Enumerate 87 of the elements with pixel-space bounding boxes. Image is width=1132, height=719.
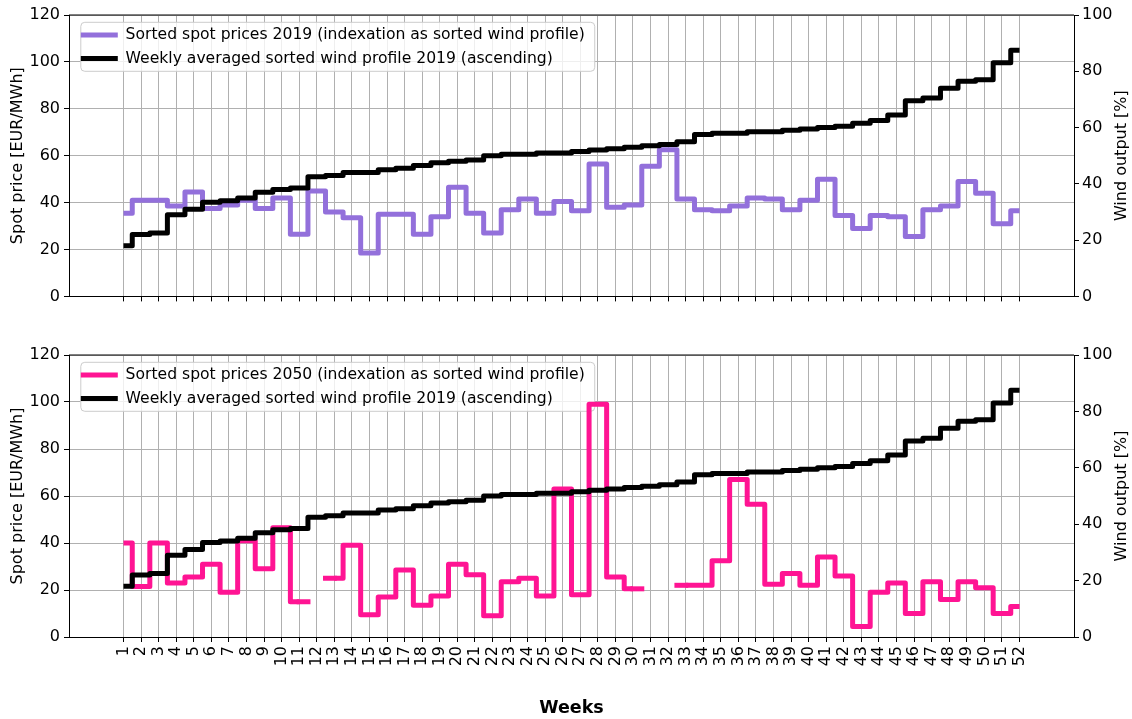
y-tick-label: 120 [29,4,60,24]
y-axis-title: Spot price [EUR/MWh] [6,407,26,585]
x-tick-label: 49 [955,646,975,667]
x-tick-label: 43 [850,646,870,667]
x-tick-label: 16 [376,646,396,667]
y-tick-label: 100 [29,391,60,411]
legend-label: Sorted spot prices 2050 (indexation as sorted wind profile) [125,365,585,384]
x-tick-label: 34 [692,646,712,667]
y2-tick-label: 40 [1082,173,1103,192]
y2-tick-label: 20 [1082,569,1103,589]
x-tick-label: 39 [780,646,800,667]
y-tick-label: 20 [39,579,60,599]
x-tick-label: 18 [411,646,431,667]
x-tick-label: 2 [130,646,150,657]
y-tick-label: 60 [39,485,60,505]
x-tick-label: 4 [165,646,185,657]
x-tick-label: 9 [253,646,273,657]
x-tick-label: 41 [815,646,835,667]
legend-label: Weekly averaged sorted wind profile 2019 (ascending) [125,388,553,407]
x-tick-label: 6 [200,646,220,657]
x-tick-label: 32 [657,646,677,667]
x-tick-label: 48 [938,646,958,667]
x-tick-label: 3 [147,646,167,657]
y2-axis-title: Wind output [%] [1111,430,1131,562]
y2-tick-label: 0 [1082,626,1093,646]
x-tick-label: 8 [235,646,255,657]
legend-label: Weekly averaged sorted wind profile 2019 (ascending) [125,48,553,67]
x-tick-label: 27 [569,646,589,667]
x-tick-label: 29 [604,646,624,667]
x-tick-label: 11 [288,646,308,667]
x-tick-label: 40 [797,646,817,667]
x-tick-label: 15 [358,646,378,667]
y2-tick-label: 60 [1082,116,1103,136]
x-tick-label: 36 [727,646,747,667]
y2-tick-label: 60 [1082,456,1103,476]
y-tick-label: 0 [49,626,60,646]
x-tick-label: 37 [745,646,765,667]
x-tick-label: 31 [639,646,659,667]
x-tick-label: 13 [323,646,343,667]
x-tick-label: 21 [464,646,484,667]
x-tick-label: 10 [270,646,290,667]
x-tick-label: 33 [674,646,694,667]
x-axis-title: Weeks [539,697,604,718]
x-tick-label: 47 [920,646,940,667]
y-tick-label: 120 [29,344,60,364]
x-tick-label: 23 [499,646,519,667]
x-tick-label: 17 [393,646,413,667]
x-tick-label: 50 [973,646,993,667]
x-tick-label: 12 [305,646,325,667]
x-tick-label: 30 [622,646,642,667]
x-tick-label: 20 [446,646,466,667]
y-tick-label: 60 [39,144,60,164]
x-tick-label: 28 [587,646,607,667]
y2-tick-label: 20 [1082,229,1103,249]
x-tick-label: 25 [534,646,554,667]
x-tick-label: 42 [832,646,852,667]
x-tick-label: 38 [762,646,782,667]
x-tick-label: 46 [903,646,923,667]
y-axis-title: Spot price [EUR/MWh] [6,67,26,245]
y-tick-label: 80 [39,97,60,117]
x-tick-label: 35 [710,646,729,667]
x-tick-label: 5 [182,646,202,657]
y2-tick-label: 100 [1082,4,1113,24]
y2-tick-label: 40 [1082,513,1103,533]
y-tick-label: 0 [49,285,60,305]
y2-tick-label: 80 [1082,400,1103,420]
x-tick-label: 45 [885,646,905,667]
x-tick-label: 14 [341,646,361,667]
legend-label: Sorted spot prices 2019 (indexation as sorted wind profile) [125,25,585,44]
y-tick-label: 40 [39,191,60,211]
y2-tick-label: 80 [1082,60,1103,80]
y-tick-label: 40 [39,532,60,552]
x-tick-label: 52 [1008,646,1028,667]
y2-tick-label: 0 [1082,285,1093,305]
y2-axis-title: Wind output [%] [1111,90,1131,222]
y-tick-label: 20 [39,238,60,258]
x-tick-label: 51 [991,646,1011,667]
y-tick-label: 80 [39,438,60,458]
x-tick-label: 1 [112,646,132,657]
y-tick-label: 100 [29,51,60,71]
y2-tick-label: 100 [1082,344,1113,364]
x-tick-label: 44 [868,646,888,667]
x-tick-label: 19 [428,646,448,667]
x-tick-label: 7 [218,646,238,657]
x-tick-label: 22 [481,646,501,667]
x-tick-label: 24 [516,646,536,667]
x-tick-label: 26 [551,646,571,667]
